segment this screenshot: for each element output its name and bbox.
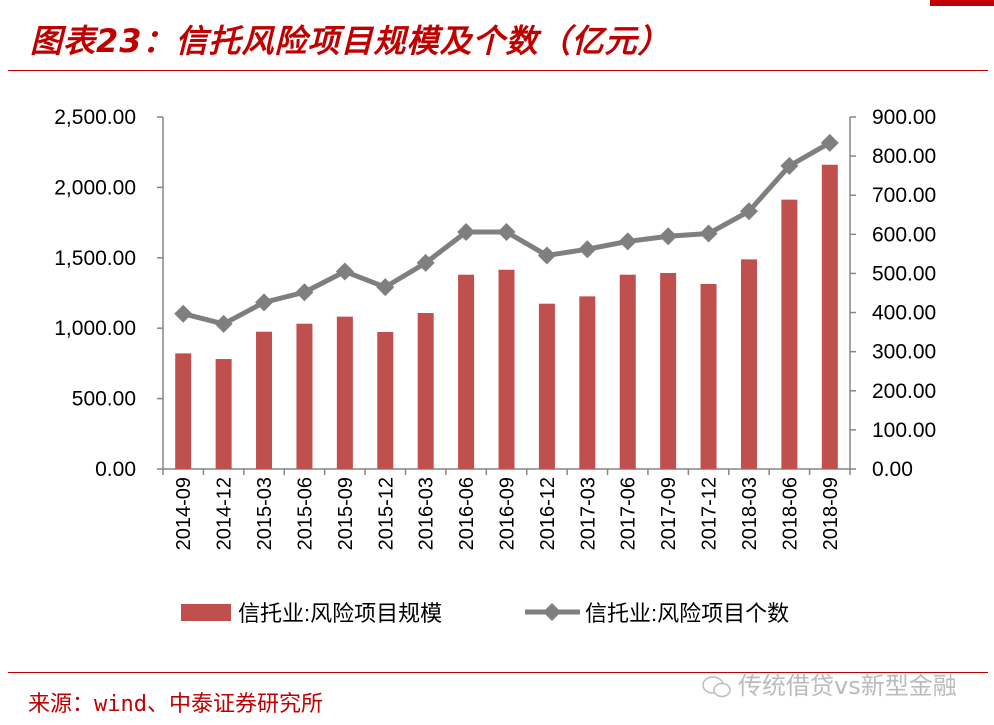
bar-2018-09 [821, 164, 838, 469]
line-point-2015-09 [335, 262, 354, 281]
left-tick-label: 1,500.00 [54, 247, 136, 270]
chart: 0.00 500.00 1,000.00 1,500.00 2,000.00 2,500.… [54, 106, 936, 626]
line-point-2014-09 [174, 304, 193, 323]
line-point-2016-03 [416, 253, 435, 272]
right-tick-label: 600.00 [872, 223, 936, 246]
watermark-text: 传统借贷vs新型金融 [738, 672, 957, 700]
watermark: 传统借贷vs新型金融 [702, 666, 957, 701]
bar-2015-09 [336, 316, 353, 469]
line-point-2017-09 [659, 227, 678, 246]
bar-2015-03 [256, 331, 273, 469]
line-point-2016-06 [457, 222, 476, 241]
left-tick-label: 2,000.00 [54, 176, 136, 199]
bar-2016-03 [417, 312, 434, 469]
right-tick-label: 700.00 [872, 184, 936, 207]
bar-2017-03 [579, 296, 596, 469]
x-tick-label: 2015-06 [294, 477, 316, 550]
x-tick-label: 2015-09 [335, 477, 357, 550]
bar-2016-09 [498, 269, 515, 469]
bar-2015-12 [377, 332, 394, 469]
legend-bar-swatch [181, 604, 231, 621]
x-tick-label: 2017-06 [618, 477, 640, 550]
line-point-2017-03 [578, 240, 597, 259]
right-tick-label: 400.00 [872, 302, 936, 325]
wechat-icon [702, 676, 731, 698]
right-tick-label: 500.00 [872, 262, 936, 285]
bar-2017-09 [660, 273, 677, 469]
footer-rule [8, 672, 988, 673]
legend-bar-label: 信托业:风险项目规模 [238, 601, 442, 626]
right-tick-label: 100.00 [872, 419, 936, 442]
right-tick-label: 0.00 [872, 458, 913, 481]
bar-2015-06 [296, 323, 313, 469]
chart-title: 图表23：信托风险项目规模及个数（亿元） [30, 22, 671, 60]
x-tick-label: 2016-03 [416, 477, 438, 550]
bar-2017-12 [700, 283, 717, 469]
left-tick-label: 500.00 [72, 388, 136, 411]
x-tick-label: 2016-09 [497, 477, 519, 550]
bar-2018-06 [781, 199, 798, 469]
right-tick-label: 900.00 [872, 106, 936, 129]
x-tick-label: 2016-06 [456, 477, 478, 550]
bar-2018-03 [740, 259, 757, 469]
x-tick-label: 2015-03 [254, 477, 276, 550]
x-tick-label: 2017-09 [658, 477, 680, 550]
line-point-2015-03 [255, 293, 274, 312]
legend-line-label: 信托业:风险项目个数 [585, 601, 789, 626]
bar-2016-06 [458, 274, 475, 469]
line-point-2015-06 [295, 283, 314, 302]
bar-2016-12 [538, 303, 555, 469]
x-tick-label: 2018-03 [739, 477, 761, 550]
line-point-2015-12 [376, 278, 395, 297]
x-tick-label: 2016-12 [537, 477, 559, 550]
line-point-2018-03 [739, 202, 758, 221]
left-tick-label: 1,000.00 [54, 317, 136, 340]
bar-2017-06 [619, 274, 636, 469]
left-tick-label: 2,500.00 [54, 106, 136, 129]
line-point-2018-09 [820, 133, 839, 152]
bar-2014-09 [175, 353, 192, 469]
line-point-2016-09 [497, 222, 516, 241]
line-point-2017-06 [618, 232, 637, 251]
line-point-2016-12 [537, 246, 556, 265]
x-tick-label: 2018-09 [820, 477, 842, 550]
right-tick-label: 200.00 [872, 380, 936, 403]
source-note: 来源：wind、中泰证券研究所 [28, 692, 323, 717]
line-point-2017-12 [699, 224, 718, 243]
x-tick-label: 2014-09 [173, 477, 195, 550]
x-tick-label: 2018-06 [779, 477, 801, 550]
title-rule [8, 70, 988, 71]
x-tick-label: 2015-12 [375, 477, 397, 550]
line-point-2014-12 [214, 314, 233, 333]
x-tick-label: 2014-12 [214, 477, 236, 550]
right-tick-label: 800.00 [872, 145, 936, 168]
left-tick-label: 0.00 [95, 458, 136, 481]
x-tick-label: 2017-12 [699, 477, 721, 550]
bar-2014-12 [215, 359, 232, 469]
top-accent-bar [930, 0, 994, 6]
legend-line-marker [543, 603, 561, 621]
right-tick-label: 300.00 [872, 341, 936, 364]
line-point-2018-06 [780, 156, 799, 175]
x-tick-label: 2017-03 [577, 477, 599, 550]
